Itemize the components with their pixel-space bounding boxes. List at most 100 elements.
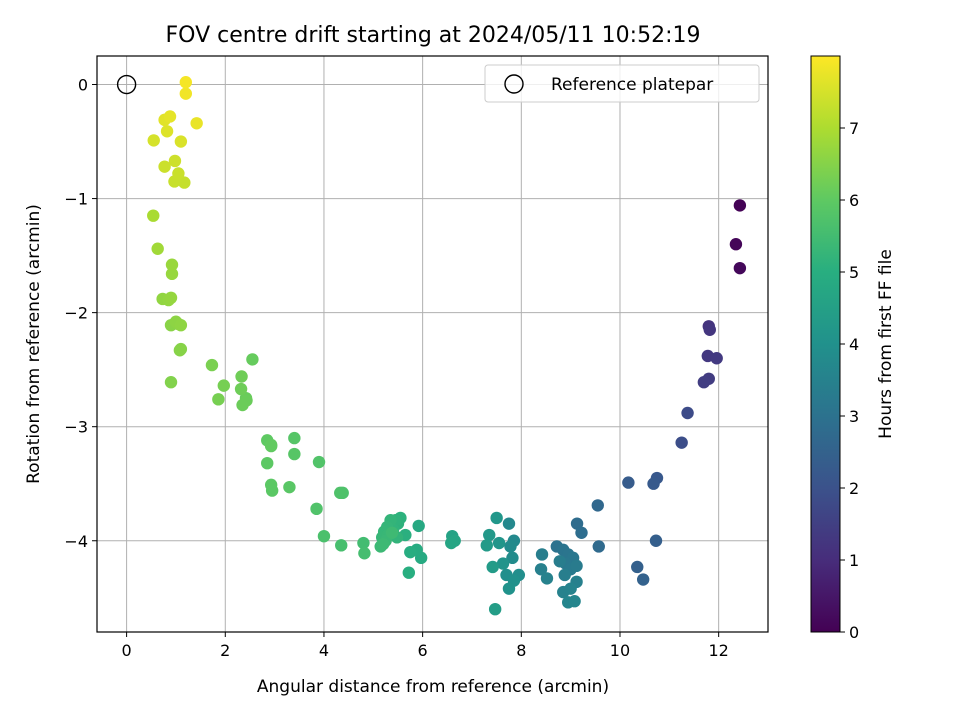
data-point xyxy=(358,547,371,560)
data-point xyxy=(570,559,583,573)
data-point xyxy=(675,436,688,449)
colorbar-gradient xyxy=(810,55,841,633)
data-point xyxy=(480,539,493,552)
legend-box xyxy=(484,64,760,103)
colorbar-tick-label: 4 xyxy=(849,335,859,354)
legend-marker-icon xyxy=(504,74,524,94)
chart-title: FOV centre drift starting at 2024/05/11 … xyxy=(166,23,701,48)
data-point xyxy=(165,267,179,281)
data-point xyxy=(492,536,506,550)
data-point xyxy=(729,237,743,251)
data-point xyxy=(158,160,171,173)
data-points xyxy=(147,76,747,616)
data-point xyxy=(402,566,416,579)
data-point xyxy=(703,323,716,336)
data-point xyxy=(486,560,499,574)
x-tick-label: 4 xyxy=(319,641,329,660)
data-point xyxy=(553,555,566,568)
data-point xyxy=(335,539,348,552)
colorbar-tick-label: 6 xyxy=(849,191,859,210)
colorbar-label: Hours from first FF file xyxy=(876,249,896,439)
axis-ticks: 0 2 4 6 8 10 12 0 −1 −2 −3 −4 xyxy=(64,76,728,660)
data-point xyxy=(174,135,188,148)
data-point xyxy=(534,563,548,576)
data-point xyxy=(236,398,249,412)
data-point xyxy=(502,582,516,595)
data-point xyxy=(147,134,160,147)
data-point xyxy=(173,344,187,357)
data-point xyxy=(483,528,496,542)
data-point xyxy=(212,393,225,406)
data-point xyxy=(636,573,650,586)
data-point xyxy=(235,370,248,383)
data-point xyxy=(404,545,417,559)
x-tick-label: 0 xyxy=(122,641,132,660)
data-point xyxy=(733,199,747,212)
data-point xyxy=(681,406,694,420)
data-point xyxy=(496,557,510,570)
y-tick-label: −3 xyxy=(64,418,88,437)
reference-marker xyxy=(116,74,137,95)
data-point xyxy=(647,477,660,490)
data-point xyxy=(733,261,747,275)
data-point xyxy=(649,534,663,547)
data-point xyxy=(592,540,605,553)
legend-label: Reference platepar xyxy=(551,75,713,95)
data-point xyxy=(631,560,644,574)
colorbar-ticks: 0 1 2 3 4 5 6 7 xyxy=(840,119,859,642)
data-point xyxy=(697,376,711,389)
data-point xyxy=(179,76,193,89)
data-point xyxy=(264,478,278,492)
data-point xyxy=(164,376,178,389)
colorbar-tick-label: 1 xyxy=(849,551,859,570)
colorbar-tick-label: 3 xyxy=(849,407,859,426)
y-axis-label: Rotation from reference (arcmin) xyxy=(24,204,44,484)
colorbar-tick-label: 2 xyxy=(849,479,859,498)
data-point xyxy=(217,379,230,392)
data-point xyxy=(710,352,723,365)
x-axis-label: Angular distance from reference (arcmin) xyxy=(257,677,609,697)
x-tick-label: 8 xyxy=(516,641,526,660)
data-point xyxy=(147,209,160,222)
data-point xyxy=(264,438,278,452)
plot-frame xyxy=(96,55,769,633)
data-point xyxy=(445,536,458,550)
data-point xyxy=(385,526,399,539)
data-point xyxy=(312,455,326,469)
x-tick-label: 10 xyxy=(610,641,630,660)
colorbar-tick-label: 5 xyxy=(849,263,859,282)
x-tick-label: 12 xyxy=(708,641,728,660)
data-point xyxy=(178,176,191,189)
data-point xyxy=(376,537,390,551)
y-tick-label: −4 xyxy=(64,532,88,551)
data-point xyxy=(504,540,517,553)
x-tick-label: 6 xyxy=(418,641,428,660)
data-point xyxy=(558,568,571,582)
data-point xyxy=(179,87,193,100)
y-tick-label: −1 xyxy=(64,190,88,209)
x-tick-label: 2 xyxy=(220,641,230,660)
data-point xyxy=(288,431,301,445)
data-point xyxy=(490,511,503,525)
data-point xyxy=(288,447,301,461)
data-point xyxy=(160,125,174,138)
data-point xyxy=(168,154,182,168)
legend: Reference platepar xyxy=(484,64,760,103)
data-point xyxy=(317,529,331,543)
data-point xyxy=(334,486,347,500)
data-point xyxy=(234,382,248,396)
data-point xyxy=(151,242,164,255)
data-point xyxy=(246,353,259,366)
y-tick-label: 0 xyxy=(78,76,88,95)
y-tick-label: −2 xyxy=(64,304,88,323)
grid-lines xyxy=(97,56,768,632)
colorbar-tick-label: 7 xyxy=(849,119,859,138)
data-point xyxy=(591,499,604,512)
data-point xyxy=(622,476,635,489)
data-point xyxy=(172,167,185,180)
data-point xyxy=(205,358,219,372)
data-point xyxy=(540,572,554,585)
data-point xyxy=(357,536,370,550)
